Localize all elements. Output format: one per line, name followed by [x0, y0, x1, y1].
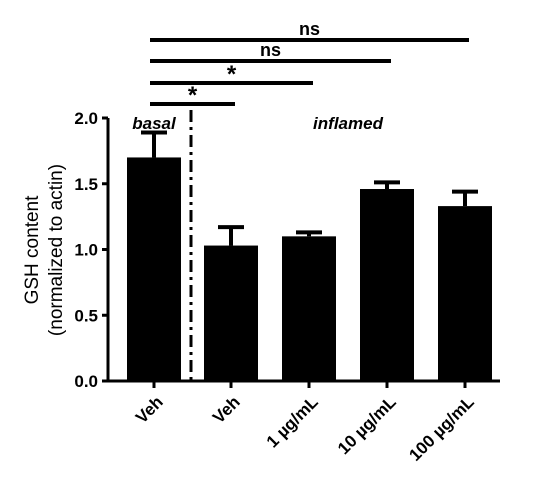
y-tick-label: 1.5 — [74, 175, 98, 194]
y-axis-title-line1: GSH content — [22, 195, 43, 304]
x-tick-label: 100 µg/mL — [405, 392, 477, 464]
group-label-basal: basal — [132, 114, 177, 133]
significance-label: * — [227, 61, 237, 88]
x-tick-label: 10 µg/mL — [334, 392, 400, 458]
group-label-inflamed: inflamed — [313, 114, 384, 133]
y-axis-title-line2: (normalized to actin) — [46, 164, 67, 336]
x-tick-label: Veh — [132, 392, 167, 427]
significance-label: ns — [260, 40, 281, 60]
x-tick-label: Veh — [209, 392, 244, 427]
y-tick-label: 0.0 — [74, 372, 98, 391]
y-axis-ticks: 0.0 0.5 1.0 1.5 2.0 — [74, 109, 108, 391]
significance-label: * — [188, 82, 198, 109]
bar — [127, 157, 181, 381]
bar — [438, 206, 492, 381]
y-tick-label: 1.0 — [74, 241, 98, 260]
bars-group — [127, 130, 492, 388]
y-tick-label: 0.5 — [74, 306, 98, 325]
y-tick-label: 2.0 — [74, 109, 98, 128]
x-tick-label: 1 µg/mL — [263, 392, 322, 451]
bar — [360, 189, 414, 381]
bar — [204, 245, 258, 381]
significance-brackets: * * ns ns — [150, 19, 469, 109]
significance-label: ns — [299, 19, 320, 39]
x-axis-ticks: Veh Veh 1 µg/mL 10 µg/mL 100 µg/mL — [132, 392, 478, 464]
bar — [282, 236, 336, 381]
